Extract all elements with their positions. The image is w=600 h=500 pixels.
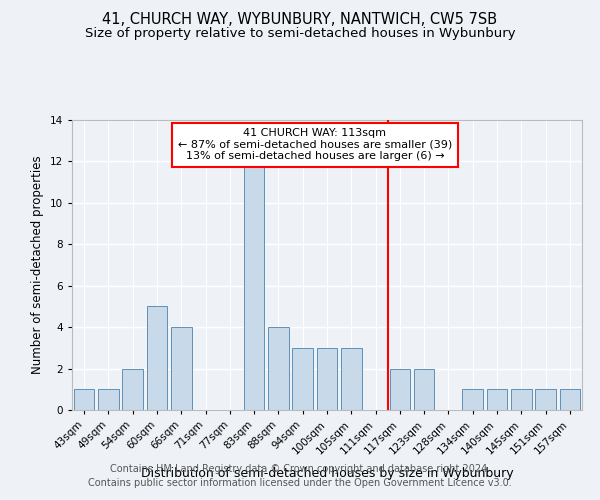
Text: Contains HM Land Registry data © Crown copyright and database right 2024.
Contai: Contains HM Land Registry data © Crown c… (88, 464, 512, 487)
Text: Size of property relative to semi-detached houses in Wybunbury: Size of property relative to semi-detach… (85, 28, 515, 40)
Bar (292, 348, 313, 410)
Bar (389, 368, 410, 410)
Bar (122, 368, 143, 410)
Bar (268, 327, 289, 410)
Bar (341, 348, 362, 410)
Bar (414, 368, 434, 410)
Bar (74, 390, 94, 410)
Bar (98, 390, 119, 410)
Y-axis label: Number of semi-detached properties: Number of semi-detached properties (31, 156, 44, 374)
Text: 41, CHURCH WAY, WYBUNBURY, NANTWICH, CW5 7SB: 41, CHURCH WAY, WYBUNBURY, NANTWICH, CW5… (103, 12, 497, 28)
Text: 41 CHURCH WAY: 113sqm
← 87% of semi-detached houses are smaller (39)
13% of semi: 41 CHURCH WAY: 113sqm ← 87% of semi-deta… (178, 128, 452, 162)
Bar (463, 390, 483, 410)
X-axis label: Distribution of semi-detached houses by size in Wybunbury: Distribution of semi-detached houses by … (140, 467, 514, 480)
Bar (535, 390, 556, 410)
Bar (171, 327, 191, 410)
Bar (146, 306, 167, 410)
Bar (317, 348, 337, 410)
Bar (244, 162, 265, 410)
Bar (560, 390, 580, 410)
Bar (487, 390, 508, 410)
Bar (511, 390, 532, 410)
